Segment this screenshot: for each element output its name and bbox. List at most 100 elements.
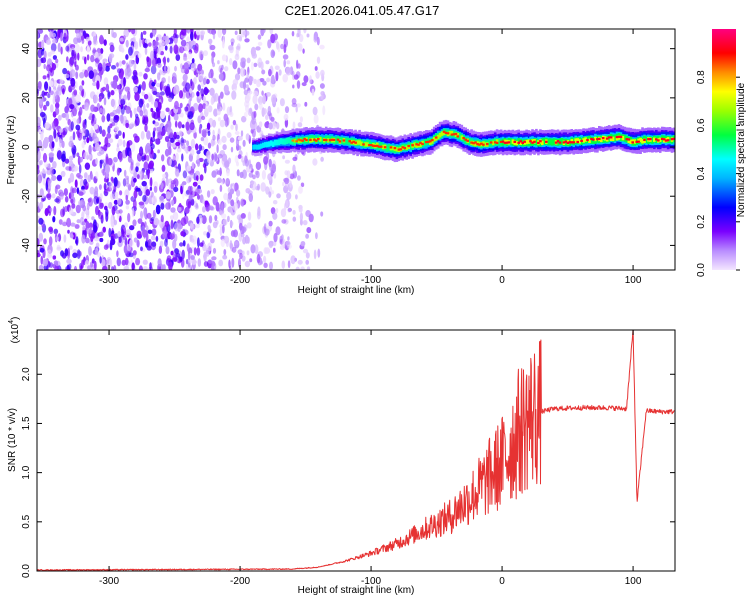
spectrogram-noise-cell bbox=[138, 201, 145, 206]
spectrogram-ridge-cell bbox=[662, 138, 666, 141]
spectrogram-ridge-cell bbox=[653, 137, 656, 142]
spectrogram-noise-cell bbox=[188, 98, 192, 108]
spectrogram-ridge-cell bbox=[254, 144, 257, 150]
spectrogram-noise-cell bbox=[244, 100, 250, 108]
spectrogram-noise-cell bbox=[86, 54, 90, 61]
spectrogram-noise-cell bbox=[37, 116, 41, 127]
spectrogram-noise-cell bbox=[174, 168, 180, 177]
spectrogram-noise-cell bbox=[155, 107, 159, 113]
spectrogram-ridge-cell bbox=[432, 137, 436, 142]
spectrogram-ridge-cell bbox=[342, 139, 346, 142]
spectrogram-noise-cell bbox=[266, 121, 269, 126]
spectrogram-noise-cell bbox=[52, 96, 56, 105]
spectrogram-noise-cell bbox=[51, 32, 57, 38]
spectrogram-noise-cell bbox=[173, 44, 179, 55]
spectrogram-noise-cell bbox=[302, 220, 308, 226]
spectrogram-noise-cell bbox=[194, 170, 201, 178]
spectrogram-ridge-cell bbox=[592, 138, 595, 141]
spectrogram-ridge-cell bbox=[265, 141, 269, 148]
spectrogram-noise-cell bbox=[210, 238, 215, 244]
spectrogram-noise-cell bbox=[221, 54, 227, 62]
spectrogram-noise-cell bbox=[197, 194, 200, 200]
spectrogram-ridge-cell bbox=[376, 142, 379, 147]
spectrogram-noise-cell bbox=[265, 60, 270, 65]
spectrogram-noise-cell bbox=[249, 76, 254, 82]
snr-x-tick-label: -100 bbox=[361, 576, 381, 587]
spectrogram-noise-region bbox=[37, 29, 326, 270]
spectrogram-noise-cell bbox=[86, 227, 90, 235]
spectrogram-noise-cell bbox=[229, 58, 233, 66]
spectrogram-noise-cell bbox=[147, 42, 152, 47]
spectrogram-noise-cell bbox=[103, 97, 107, 106]
spectrogram-noise-cell bbox=[109, 44, 115, 53]
spectrogram-noise-cell bbox=[46, 192, 52, 201]
spectrogram-ridge-cell bbox=[537, 141, 540, 144]
spectrogram-noise-cell bbox=[109, 123, 113, 129]
spectrogram-noise-cell bbox=[42, 169, 47, 174]
spectrogram-noise-cell bbox=[64, 248, 69, 257]
spectrogram-noise-cell bbox=[180, 217, 187, 227]
spectrogram-noise-cell bbox=[157, 62, 162, 68]
spectrogram-noise-cell bbox=[110, 98, 115, 108]
svg-text:(x104): (x104) bbox=[8, 317, 21, 344]
spectrogram-noise-cell bbox=[184, 206, 190, 214]
spectrogram-noise-cell bbox=[83, 151, 89, 160]
spectrogram-noise-cell bbox=[46, 39, 51, 45]
spectrogram-noise-cell bbox=[41, 90, 46, 98]
spectrogram-noise-cell bbox=[147, 238, 152, 249]
spectrogram-noise-cell bbox=[243, 89, 248, 96]
spectrogram-noise-cell bbox=[317, 248, 321, 258]
spectrogram-noise-cell bbox=[280, 43, 285, 50]
spectrogram-noise-cell bbox=[142, 186, 146, 194]
spectrogram-noise-cell bbox=[152, 29, 156, 37]
spectrogram-noise-cell bbox=[81, 234, 86, 244]
spectrogram-noise-cell bbox=[282, 155, 285, 160]
spectrogram-noise-cell bbox=[124, 257, 129, 266]
spectrogram-noise-cell bbox=[209, 87, 215, 96]
spectrogram-noise-cell bbox=[226, 169, 230, 177]
spectrogram-noise-cell bbox=[49, 30, 53, 39]
spectrogram-noise-cell bbox=[286, 60, 291, 65]
spectrogram-noise-cell bbox=[218, 95, 221, 105]
spectrogram-ridge-cell bbox=[499, 139, 503, 147]
spectrogram-noise-cell bbox=[132, 199, 137, 210]
spectrogram-noise-cell bbox=[60, 46, 63, 55]
spectrogram-ridge-cell bbox=[619, 135, 623, 138]
spectrogram-noise-cell bbox=[291, 30, 295, 37]
spectrogram-ridge-cell bbox=[550, 138, 554, 146]
spectrogram-noise-cell bbox=[113, 199, 118, 205]
spectrogram-noise-cell bbox=[248, 172, 254, 178]
spectrogram-noise-cell bbox=[273, 232, 278, 243]
spectrogram-noise-cell bbox=[122, 178, 127, 187]
spectrogram-noise-cell bbox=[208, 205, 214, 211]
spectrogram-noise-cell bbox=[272, 200, 278, 205]
spectrogram-ridge-cell bbox=[303, 137, 306, 141]
spectrogram-noise-cell bbox=[66, 217, 71, 228]
spectrogram-noise-cell bbox=[81, 221, 86, 226]
spectrogram-noise-cell bbox=[253, 62, 258, 68]
spectrogram-noise-cell bbox=[165, 107, 170, 113]
spectrogram-noise-cell bbox=[273, 247, 276, 253]
spectrogram-noise-cell bbox=[303, 29, 307, 34]
spectrogram-noise-cell bbox=[110, 176, 114, 182]
spectrogram-noise-cell bbox=[76, 32, 80, 39]
spectrogram-ridge-cell bbox=[556, 140, 560, 143]
spectrogram-noise-cell bbox=[135, 113, 139, 119]
spectrogram-noise-cell bbox=[49, 262, 54, 268]
spectrogram-ridge-cell bbox=[566, 141, 570, 144]
spectrogram-ridge-cell bbox=[480, 142, 483, 145]
spectrogram-ridge-cell bbox=[415, 143, 418, 146]
spectrogram-noise-cell bbox=[248, 159, 252, 170]
spectrogram-noise-cell bbox=[38, 264, 44, 270]
spectrogram-ridge-cell bbox=[672, 137, 675, 140]
spectrogram-noise-cell bbox=[170, 182, 175, 190]
spectrogram-ridge-cell bbox=[377, 145, 381, 148]
spectrogram-noise-cell bbox=[91, 118, 94, 124]
spectrogram-ridge-cell bbox=[625, 138, 629, 141]
spectrogram-noise-cell bbox=[240, 67, 246, 77]
spectrogram-noise-cell bbox=[210, 97, 214, 105]
spectrogram-noise-cell bbox=[297, 43, 303, 52]
spectrogram-noise-cell bbox=[40, 255, 44, 265]
spectrogram-noise-cell bbox=[198, 103, 203, 113]
spectrogram-noise-cell bbox=[235, 45, 241, 50]
